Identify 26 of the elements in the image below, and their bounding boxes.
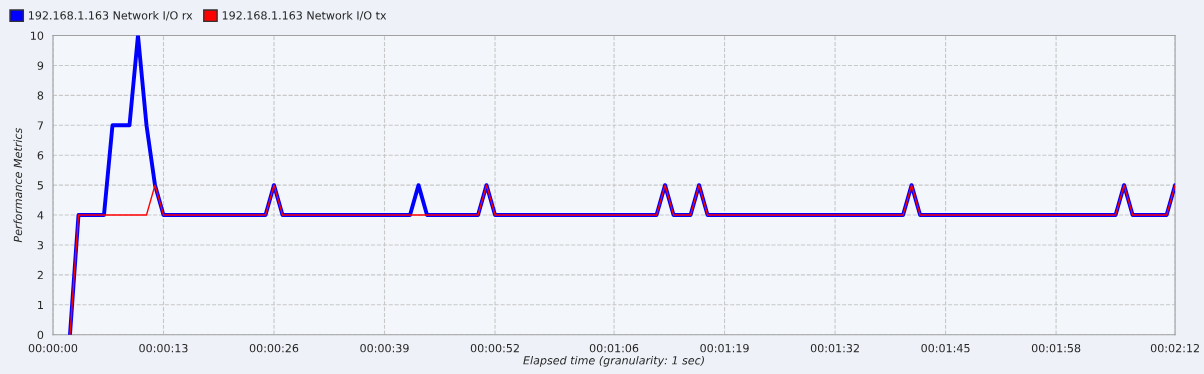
y-tick-label: 6 <box>37 151 44 160</box>
y-tick-label: 8 <box>37 91 44 100</box>
y-tick-label: 2 <box>37 270 43 280</box>
y-tick-label: 7 <box>37 121 43 130</box>
y-tick-label: 1 <box>38 300 43 310</box>
x-tick-label: 00:00:52 <box>470 343 519 353</box>
x-tick-label: 00:01:58 <box>1031 343 1081 353</box>
legend-label: 192.168.1.163 Network I/O rx <box>29 11 193 21</box>
legend-label: 192.168.1.163 Network I/O tx <box>222 11 387 21</box>
y-axis-title: Performance Metrics <box>13 127 23 243</box>
x-tick-label: 00:00:39 <box>360 343 409 353</box>
y-tick-label: 3 <box>37 240 44 250</box>
y-tick-label: 0 <box>37 330 44 340</box>
x-tick-label: 00:02:12 <box>1150 343 1199 353</box>
y-tick-label: 10 <box>31 31 44 40</box>
x-tick-label: 00:00:13 <box>139 343 188 353</box>
x-tick-label: 00:01:06 <box>589 343 639 353</box>
x-tick-label: 00:01:32 <box>810 343 859 353</box>
x-tick-label: 00:00:26 <box>249 343 299 353</box>
x-tick-label: 00:00:00 <box>28 343 78 353</box>
y-tick-label: 5 <box>37 181 43 190</box>
y-tick-label: 9 <box>37 61 44 70</box>
x-tick-label: 00:01:19 <box>700 343 749 353</box>
y-tick-label: 4 <box>37 211 44 220</box>
x-tick-label: 00:01:45 <box>921 343 970 353</box>
x-axis-title: Elapsed time (granularity: 1 sec) <box>523 355 704 367</box>
